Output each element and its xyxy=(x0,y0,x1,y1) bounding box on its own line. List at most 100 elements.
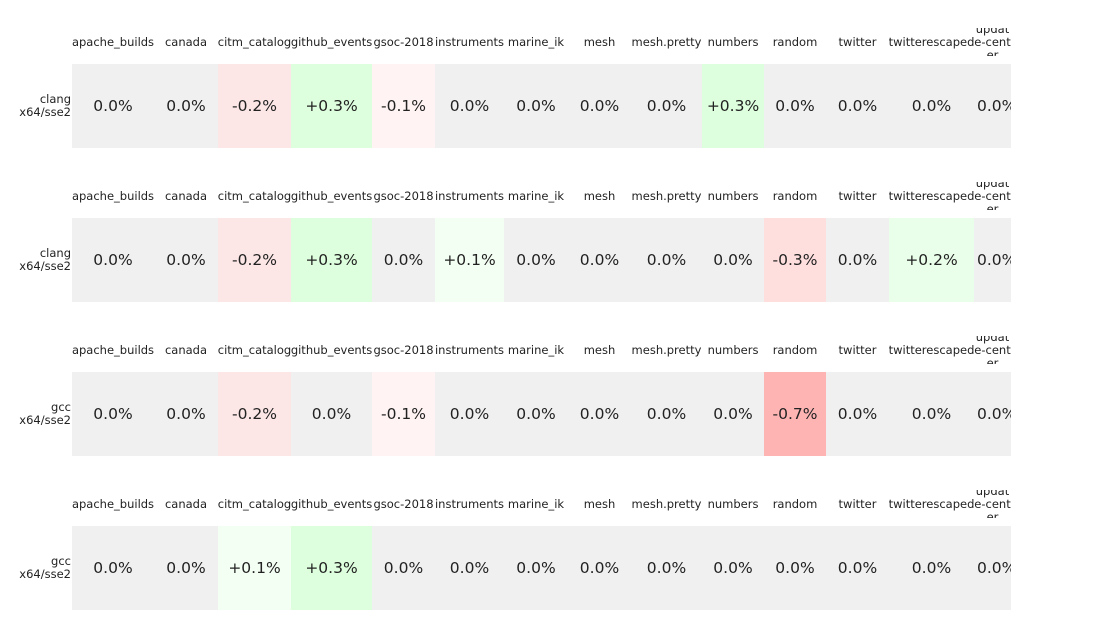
column-header: gsoc-2018 xyxy=(373,34,434,49)
value-cell: 0.0% xyxy=(631,526,702,610)
column-header: gsoc-2018 xyxy=(373,188,434,203)
column-header: twitterescaped xyxy=(889,342,974,357)
value-cell: 0.0% xyxy=(72,64,154,148)
value-cell: 0.0% xyxy=(372,526,435,610)
column-header: citm_catalog xyxy=(218,496,291,511)
column-header: apache_builds xyxy=(72,342,154,357)
value-cell: 0.0% xyxy=(435,64,504,148)
column-header: github_events xyxy=(291,496,372,511)
value-cell: 0.0% xyxy=(504,526,568,610)
value-cell: +0.3% xyxy=(291,526,372,610)
value-cell: 0.0% xyxy=(889,372,974,456)
value-cell: 0.0% xyxy=(764,64,826,148)
value-cell: 0.0% xyxy=(291,372,372,456)
value-cell: 0.0% xyxy=(974,526,1011,610)
value-cell: 0.0% xyxy=(826,64,889,148)
column-header: canada xyxy=(164,34,208,49)
column-header: update-center xyxy=(974,28,1011,56)
column-header: random xyxy=(772,188,818,203)
row-label: gcc x64/sse2 xyxy=(19,400,71,427)
value-cell: 0.0% xyxy=(631,372,702,456)
value-cell: 0.0% xyxy=(154,64,218,148)
value-cell: -0.3% xyxy=(764,218,826,302)
value-cell: 0.0% xyxy=(568,218,631,302)
column-header: twitter xyxy=(838,496,877,511)
column-header: mesh xyxy=(583,34,616,49)
column-header: github_events xyxy=(291,188,372,203)
column-header: citm_catalog xyxy=(218,342,291,357)
column-header: twitter xyxy=(838,188,877,203)
column-header: mesh xyxy=(583,496,616,511)
column-header: update-center xyxy=(974,182,1011,210)
column-header: twitter xyxy=(838,342,877,357)
value-cell: 0.0% xyxy=(889,64,974,148)
value-cell: -0.1% xyxy=(372,372,435,456)
column-header: marine_ik xyxy=(507,496,565,511)
column-header: instruments xyxy=(435,188,504,203)
column-header: random xyxy=(772,496,818,511)
value-cell: 0.0% xyxy=(568,64,631,148)
value-cell: 0.0% xyxy=(568,526,631,610)
column-header: twitterescaped xyxy=(889,496,974,511)
column-header: apache_builds xyxy=(72,34,154,49)
row-label: gcc x64/sse2 xyxy=(19,554,71,581)
column-header: mesh.pretty xyxy=(631,342,702,357)
value-cell: +0.3% xyxy=(291,218,372,302)
column-header: mesh.pretty xyxy=(631,188,702,203)
value-cell: 0.0% xyxy=(154,218,218,302)
column-header: gsoc-2018 xyxy=(373,342,434,357)
value-cell: 0.0% xyxy=(631,218,702,302)
column-header: twitter xyxy=(838,34,877,49)
column-header: citm_catalog xyxy=(218,188,291,203)
value-cell: +0.3% xyxy=(702,64,764,148)
value-cell: +0.2% xyxy=(889,218,974,302)
column-header: instruments xyxy=(435,34,504,49)
value-cell: 0.0% xyxy=(72,372,154,456)
value-cell: 0.0% xyxy=(764,526,826,610)
value-cell: 0.0% xyxy=(154,372,218,456)
value-cell: 0.0% xyxy=(631,64,702,148)
column-header: marine_ik xyxy=(507,188,565,203)
column-header: apache_builds xyxy=(72,188,154,203)
column-header: gsoc-2018 xyxy=(373,496,434,511)
value-cell: -0.2% xyxy=(218,218,291,302)
value-cell: 0.0% xyxy=(702,372,764,456)
value-cell: +0.1% xyxy=(218,526,291,610)
column-header: canada xyxy=(164,496,208,511)
column-header: random xyxy=(772,34,818,49)
column-header: twitterescaped xyxy=(889,188,974,203)
value-cell: 0.0% xyxy=(72,526,154,610)
value-cell: -0.7% xyxy=(764,372,826,456)
value-cell: 0.0% xyxy=(974,218,1011,302)
column-header: instruments xyxy=(435,342,504,357)
column-header: canada xyxy=(164,342,208,357)
column-header: canada xyxy=(164,188,208,203)
column-header: numbers xyxy=(707,496,759,511)
row-label: clang x64/sse2 xyxy=(19,246,71,273)
column-header: mesh.pretty xyxy=(631,34,702,49)
value-cell: 0.0% xyxy=(435,526,504,610)
column-header: github_events xyxy=(291,34,372,49)
column-header: numbers xyxy=(707,34,759,49)
value-cell: -0.2% xyxy=(218,64,291,148)
value-cell: 0.0% xyxy=(504,218,568,302)
value-cell: 0.0% xyxy=(702,218,764,302)
value-cell: 0.0% xyxy=(504,64,568,148)
column-header: update-center xyxy=(974,490,1011,518)
column-header: apache_builds xyxy=(72,496,154,511)
column-header: marine_ik xyxy=(507,342,565,357)
value-cell: -0.1% xyxy=(372,64,435,148)
value-cell: -0.2% xyxy=(218,372,291,456)
row-label: clang x64/sse2 xyxy=(19,92,71,119)
column-header: twitterescaped xyxy=(889,34,974,49)
value-cell: 0.0% xyxy=(974,372,1011,456)
column-header: random xyxy=(772,342,818,357)
value-cell: 0.0% xyxy=(826,218,889,302)
column-header: marine_ik xyxy=(507,34,565,49)
column-header: numbers xyxy=(707,188,759,203)
value-cell: 0.0% xyxy=(889,526,974,610)
column-header: mesh xyxy=(583,342,616,357)
column-header: update-center xyxy=(974,336,1011,364)
column-header: mesh.pretty xyxy=(631,496,702,511)
